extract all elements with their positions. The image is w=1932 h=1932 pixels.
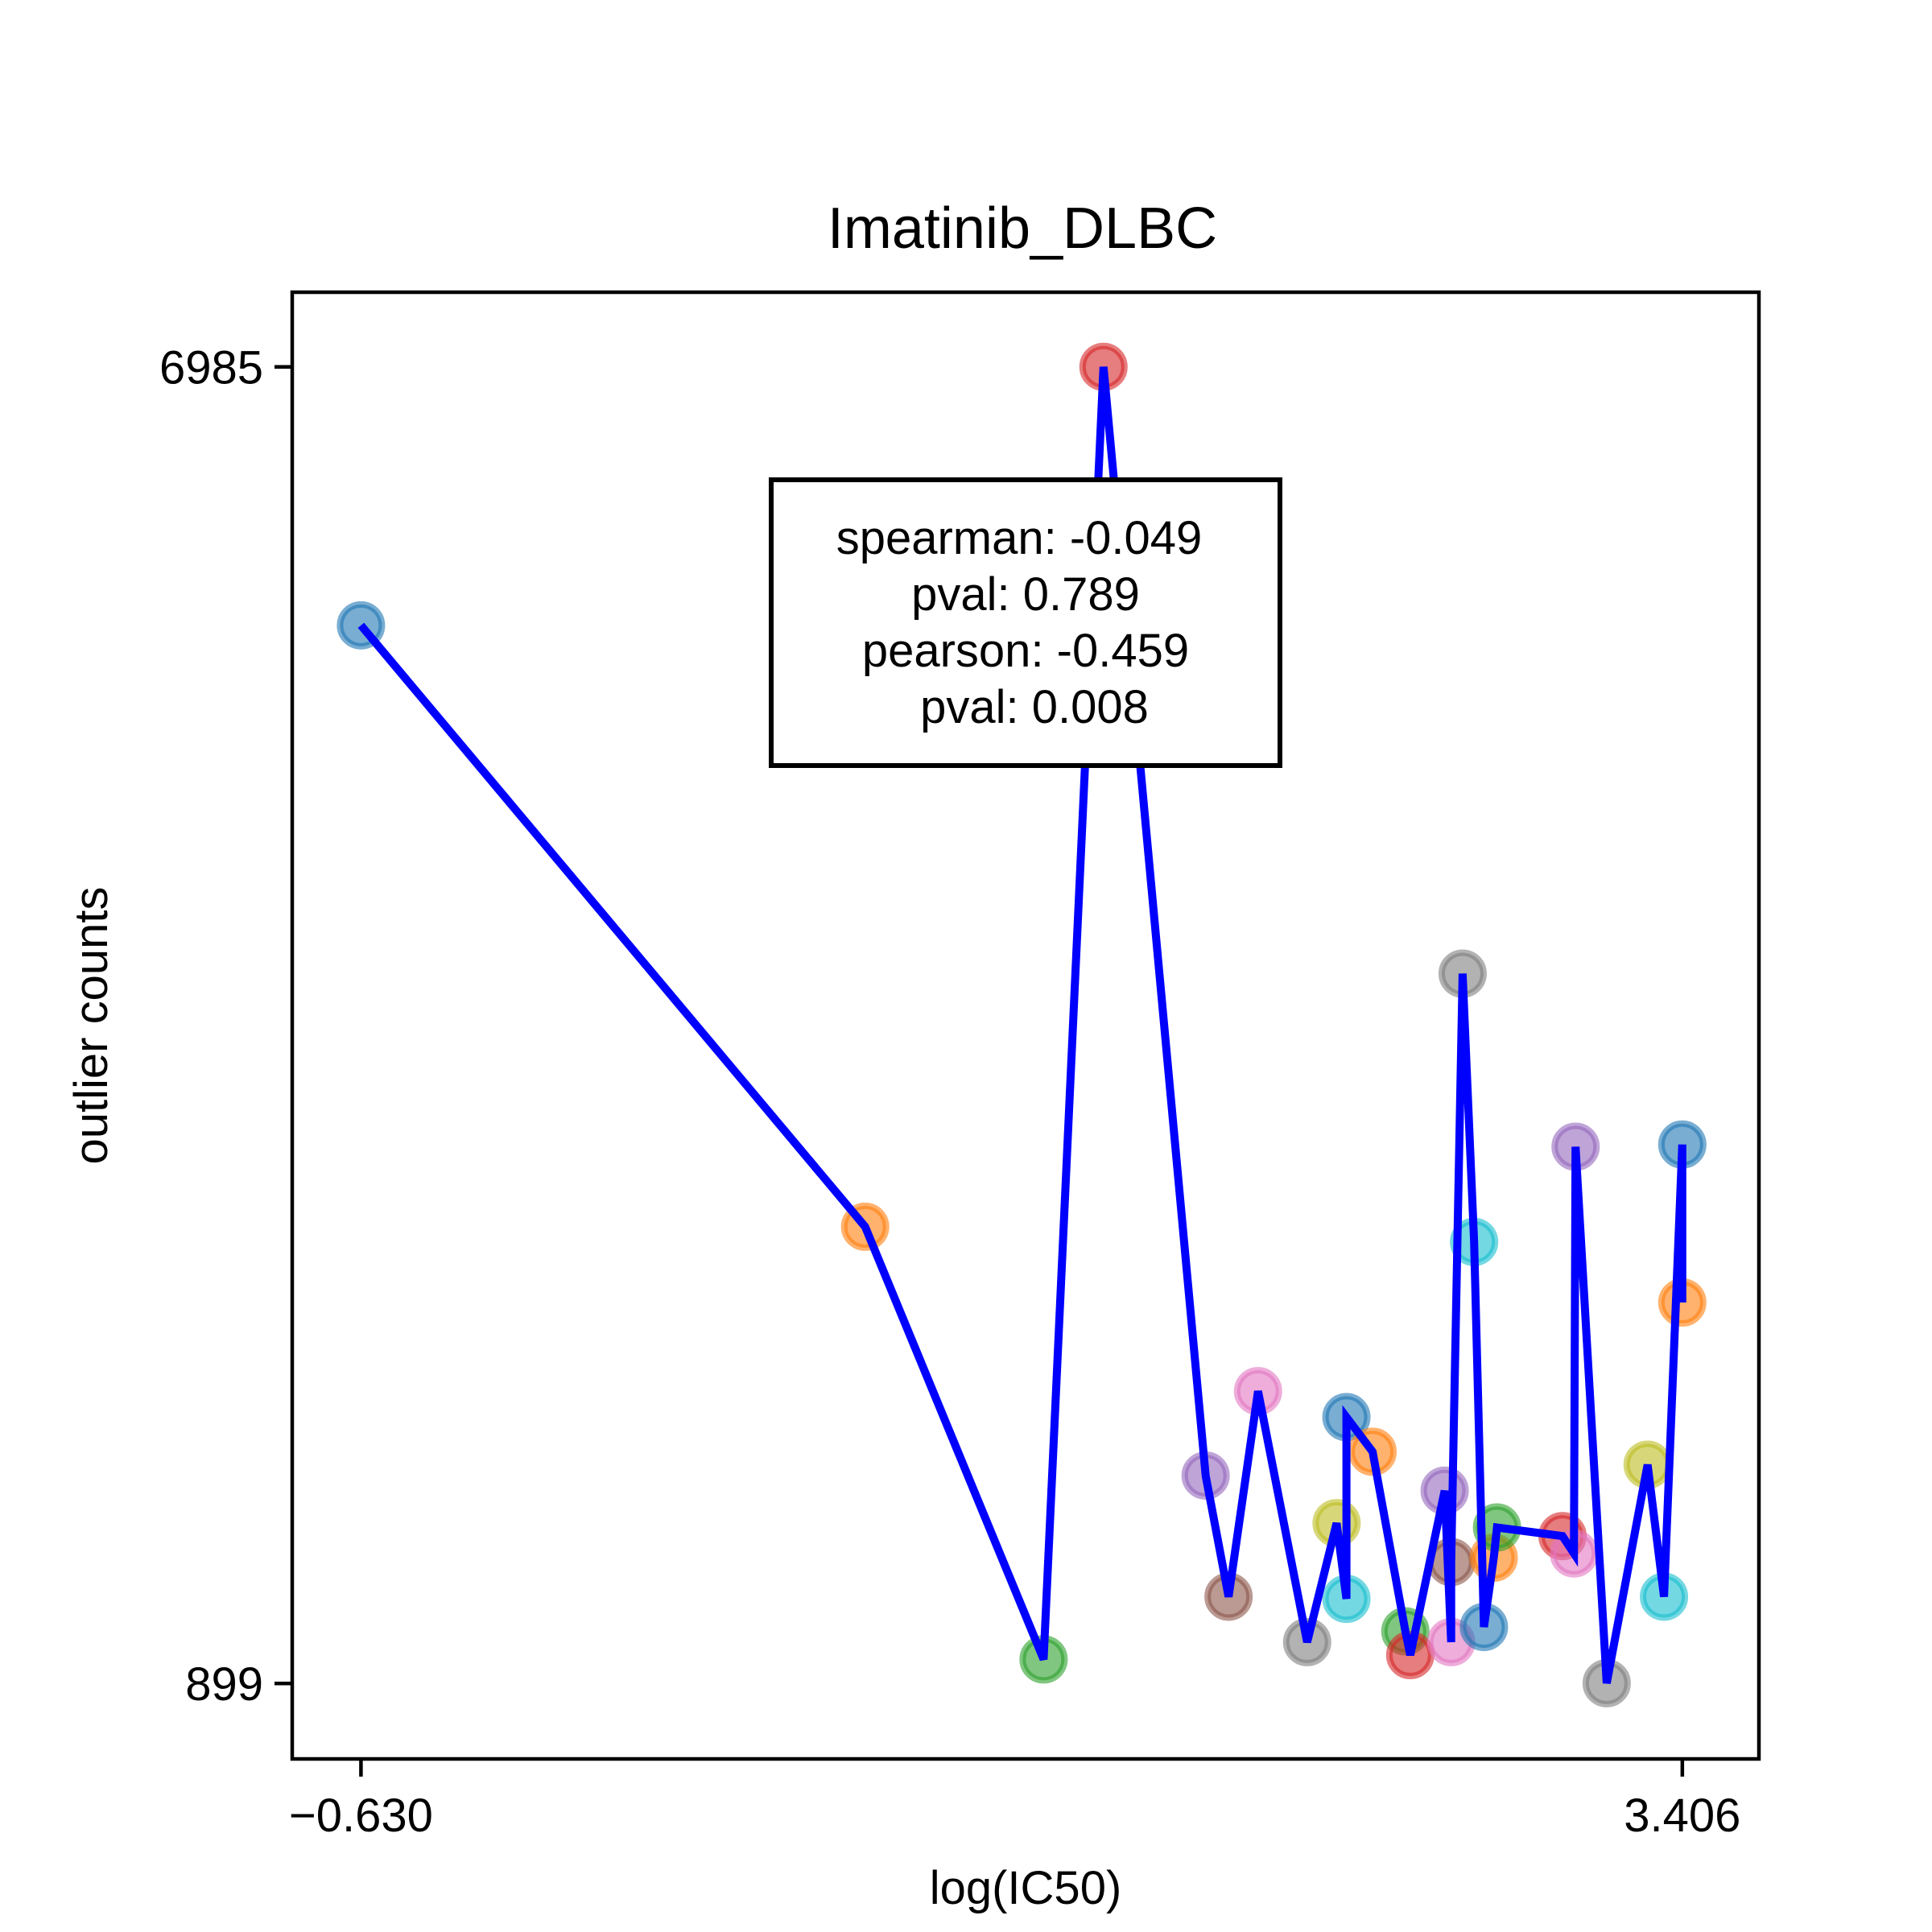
- x-tick-label-1: −0.630: [289, 1790, 433, 1842]
- x-axis-label: log(IC50): [930, 1862, 1122, 1914]
- annotation-line-spearman-pval: pval: 0.789: [911, 568, 1140, 621]
- y-axis-label: outlier counts: [65, 887, 118, 1165]
- y-tick-label-2: 6985: [159, 342, 263, 394]
- series-line: [357, 366, 1686, 1684]
- annotation-line-pearson-pval: pval: 0.008: [920, 681, 1149, 733]
- x-axis: −0.630 3.406: [289, 1759, 1740, 1842]
- chart-title: Imatinib_DLBC: [828, 196, 1217, 261]
- annotation-line-pearson: pearson: -0.459: [862, 625, 1189, 677]
- y-tick-label-1: 899: [185, 1658, 263, 1711]
- annotation-line-spearman: spearman: -0.049: [836, 512, 1203, 564]
- x-tick-label-2: 3.406: [1624, 1790, 1740, 1842]
- annotation-box: [769, 477, 1282, 768]
- stats-annotation: spearman: -0.049 pval: 0.789 pearson: -0…: [769, 477, 1282, 768]
- plot-frame: [290, 290, 1761, 1761]
- y-axis: 899 6985: [159, 342, 292, 1711]
